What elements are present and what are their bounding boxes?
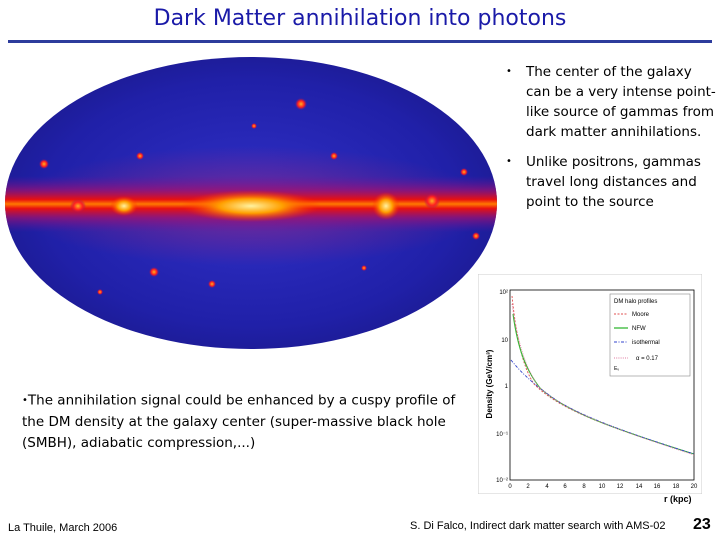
x-tick-label: 12 <box>617 484 624 490</box>
footer-author: S. Di Falco, Indirect dark matter search… <box>410 520 666 532</box>
bullet-item: • Unlike positrons, gammas travel long d… <box>504 152 716 212</box>
profile-ylabel: Density (GeV/cm³) <box>485 349 494 418</box>
y-tick-label: 10² <box>499 290 508 296</box>
y-tick-label: 10 <box>501 338 508 344</box>
legend-entry: Moore <box>632 312 650 318</box>
legend-entry-prefix: Eᵥ <box>614 366 619 372</box>
bullet-icon: • <box>506 156 512 167</box>
y-tick-label: 1 <box>505 384 509 390</box>
x-tick-label: 2 <box>526 484 530 490</box>
bullet-icon: • <box>22 395 28 406</box>
title-underline <box>8 40 712 43</box>
y-tick-label: 10⁻² <box>496 478 508 484</box>
x-tick-label: 14 <box>636 484 643 490</box>
x-tick-label: 16 <box>654 484 661 490</box>
legend-entry: NFW <box>632 326 646 332</box>
x-tick-label: 20 <box>691 484 698 490</box>
page-number: 23 <box>693 516 711 533</box>
x-tick-label: 18 <box>673 484 680 490</box>
legend-entry: α = 0.17 <box>636 356 659 362</box>
x-tick-label: 4 <box>545 484 549 490</box>
x-tick-label: 8 <box>582 484 586 490</box>
footer-date: La Thuile, March 2006 <box>8 522 118 534</box>
bullet-icon: • <box>506 66 512 77</box>
legend-title: DM halo profiles <box>614 299 657 305</box>
bottom-paragraph-text: The annihilation signal could be enhance… <box>22 392 456 451</box>
slide-title: Dark Matter annihilation into photons <box>153 6 567 31</box>
legend-entry: isothermal <box>632 340 660 346</box>
x-tick-label: 0 <box>508 484 512 490</box>
x-tick-label: 6 <box>563 484 567 490</box>
bottom-paragraph: •The annihilation signal could be enhanc… <box>22 390 462 454</box>
gamma-sky-map-image <box>4 56 498 350</box>
dm-halo-profile-figure: Density (GeV/cm³) 10² 10 1 10⁻¹ 10⁻² 0 2… <box>478 274 702 494</box>
bullet-text: The center of the galaxy can be a very i… <box>526 64 716 140</box>
bullet-list: • The center of the galaxy can be a very… <box>504 62 716 222</box>
isothermal-curve <box>510 359 695 455</box>
x-tick-label: 10 <box>599 484 606 490</box>
bullet-item: • The center of the galaxy can be a very… <box>504 62 716 142</box>
profile-xlabel-text: r (kpc) <box>664 494 692 504</box>
y-tick-label: 10⁻¹ <box>496 432 508 438</box>
bullet-text: Unlike positrons, gammas travel long dis… <box>526 154 701 210</box>
